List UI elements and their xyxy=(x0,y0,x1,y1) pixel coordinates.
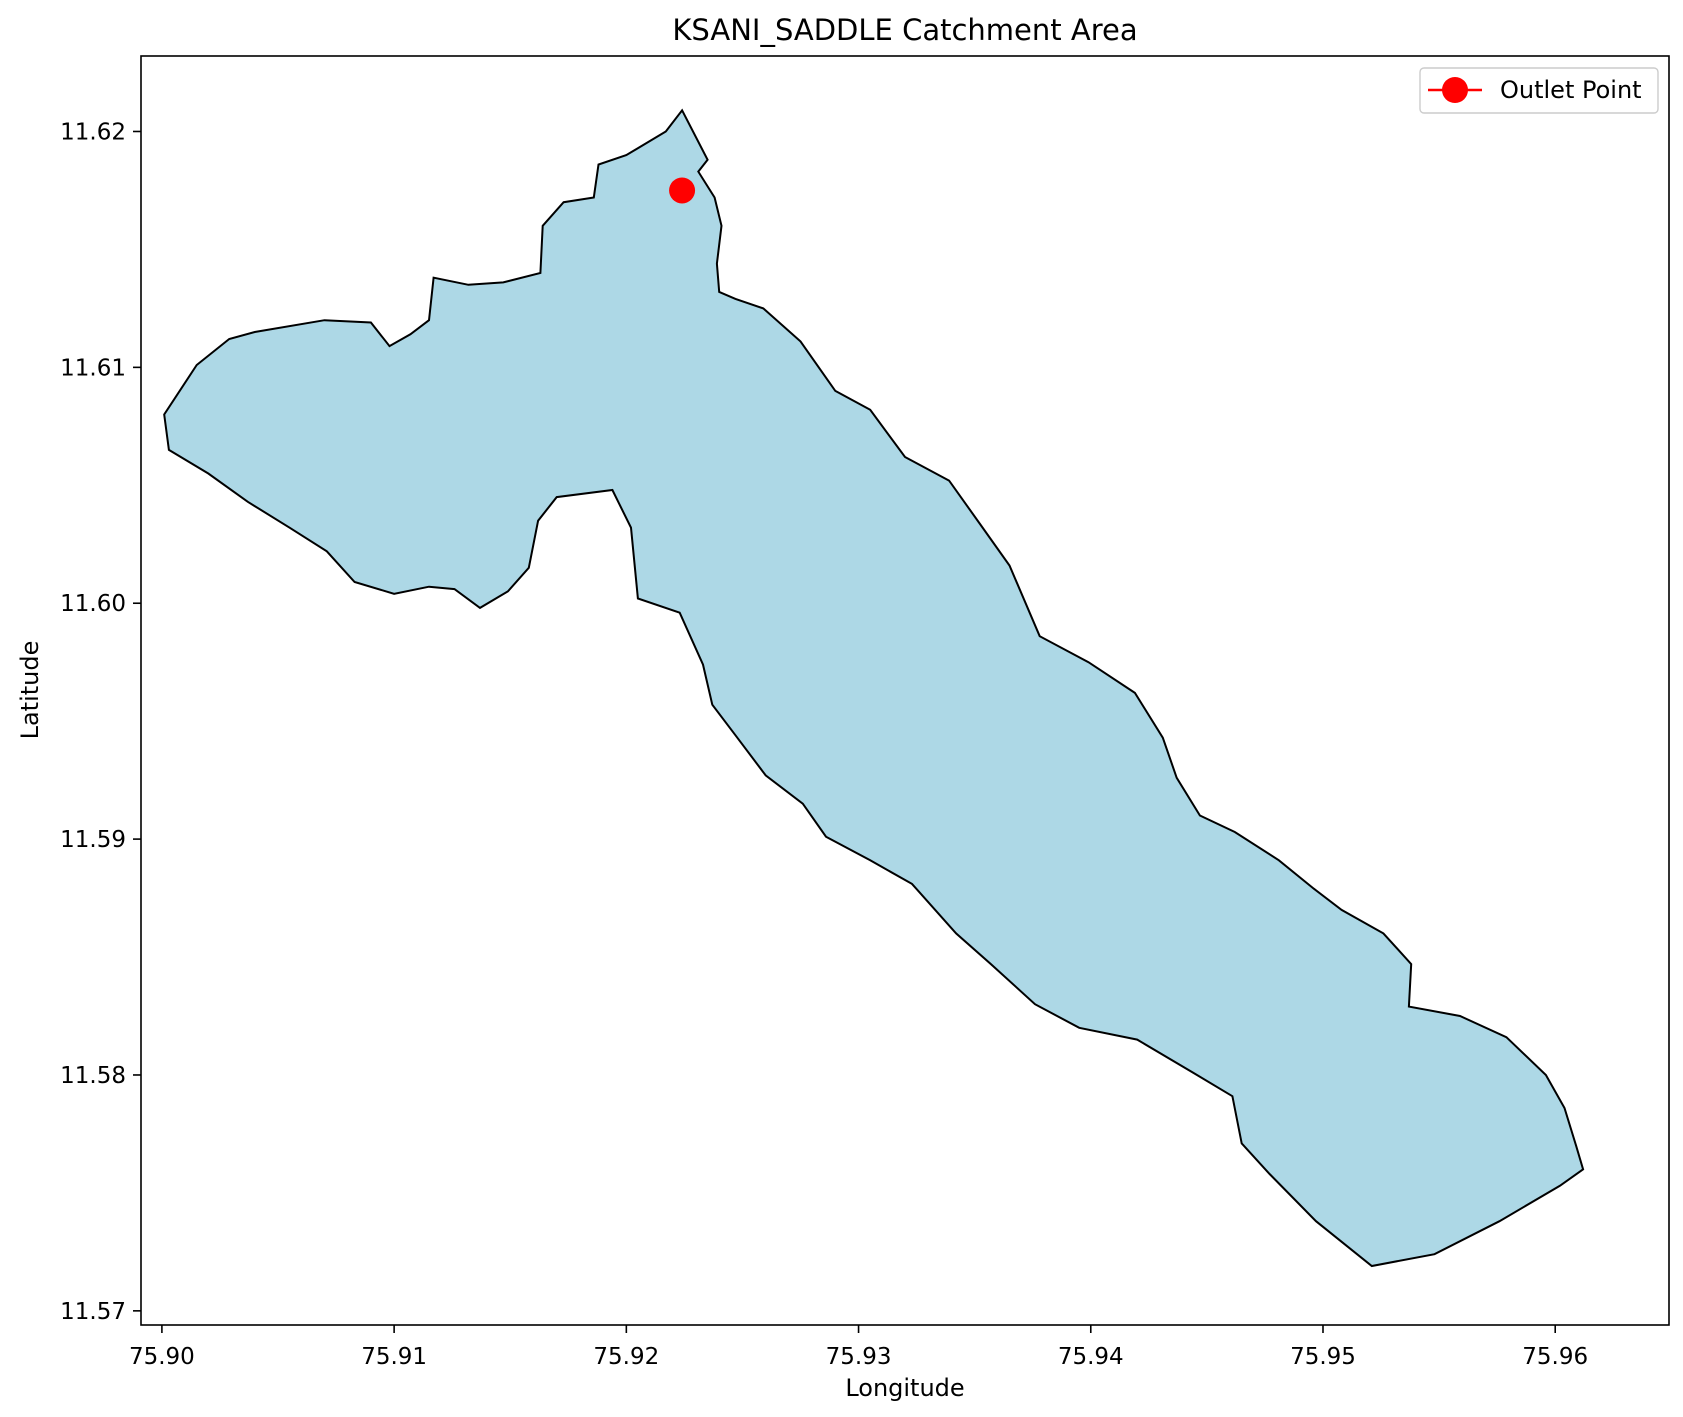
y-tick-label: 11.57 xyxy=(60,1299,126,1325)
y-tick-label: 11.62 xyxy=(60,119,126,145)
y-tick-label: 11.61 xyxy=(60,355,126,381)
x-axis-label: Longitude xyxy=(845,1374,964,1402)
y-tick-label: 11.60 xyxy=(60,591,126,617)
legend-marker-swatch xyxy=(1442,77,1468,103)
x-tick-label: 75.93 xyxy=(826,1344,892,1370)
legend-box xyxy=(1419,67,1659,114)
x-tick-label: 75.94 xyxy=(1058,1344,1124,1370)
plot-frame xyxy=(140,55,1670,1326)
y-axis-label: Latitude xyxy=(16,641,44,740)
y-tick-label: 11.59 xyxy=(60,827,126,853)
x-tick-label: 75.92 xyxy=(593,1344,659,1370)
y-tick-label: 11.58 xyxy=(60,1063,126,1089)
legend: Outlet Point xyxy=(1419,67,1659,114)
x-tick-label: 75.90 xyxy=(129,1344,195,1370)
x-tick-label: 75.95 xyxy=(1290,1344,1356,1370)
catchment-polygon xyxy=(163,108,1585,1268)
chart-title: KSANI_SADDLE Catchment Area xyxy=(672,13,1137,47)
x-tick-label: 75.96 xyxy=(1522,1344,1588,1370)
legend-label: Outlet Point xyxy=(1500,76,1642,104)
outlet-point-marker xyxy=(669,177,696,204)
x-tick-label: 75.91 xyxy=(361,1344,427,1370)
